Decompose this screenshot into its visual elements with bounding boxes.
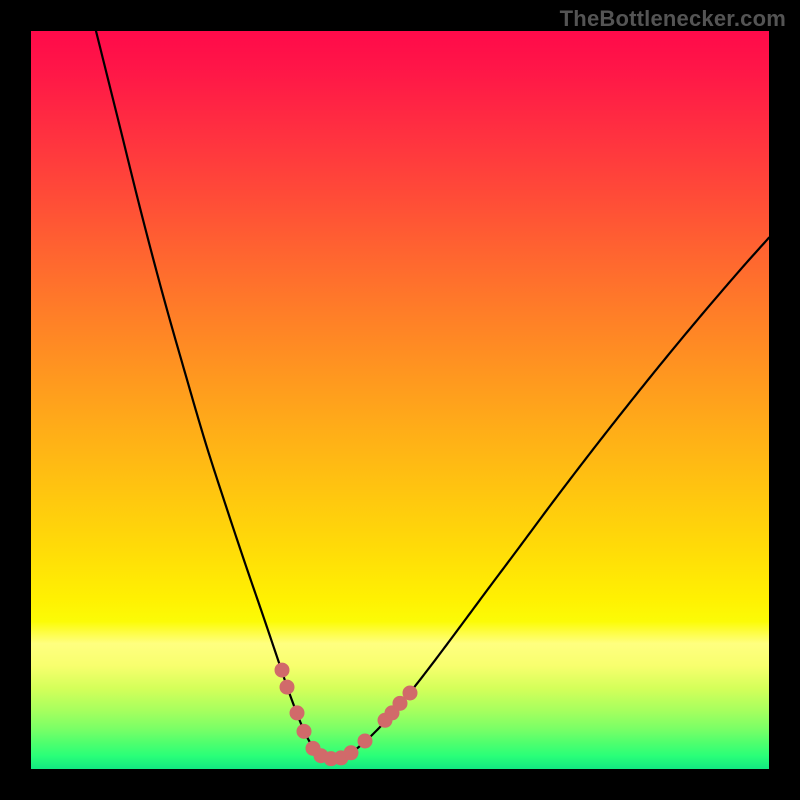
watermark-text: TheBottlenecker.com: [560, 6, 786, 32]
marker-dot: [290, 706, 304, 720]
marker-dot: [280, 680, 294, 694]
chart-gradient-area: [31, 31, 769, 769]
marker-dot: [403, 686, 417, 700]
marker-dot: [358, 734, 372, 748]
marker-dot: [297, 724, 311, 738]
marker-dot: [275, 663, 289, 677]
marker-dot: [344, 746, 358, 760]
